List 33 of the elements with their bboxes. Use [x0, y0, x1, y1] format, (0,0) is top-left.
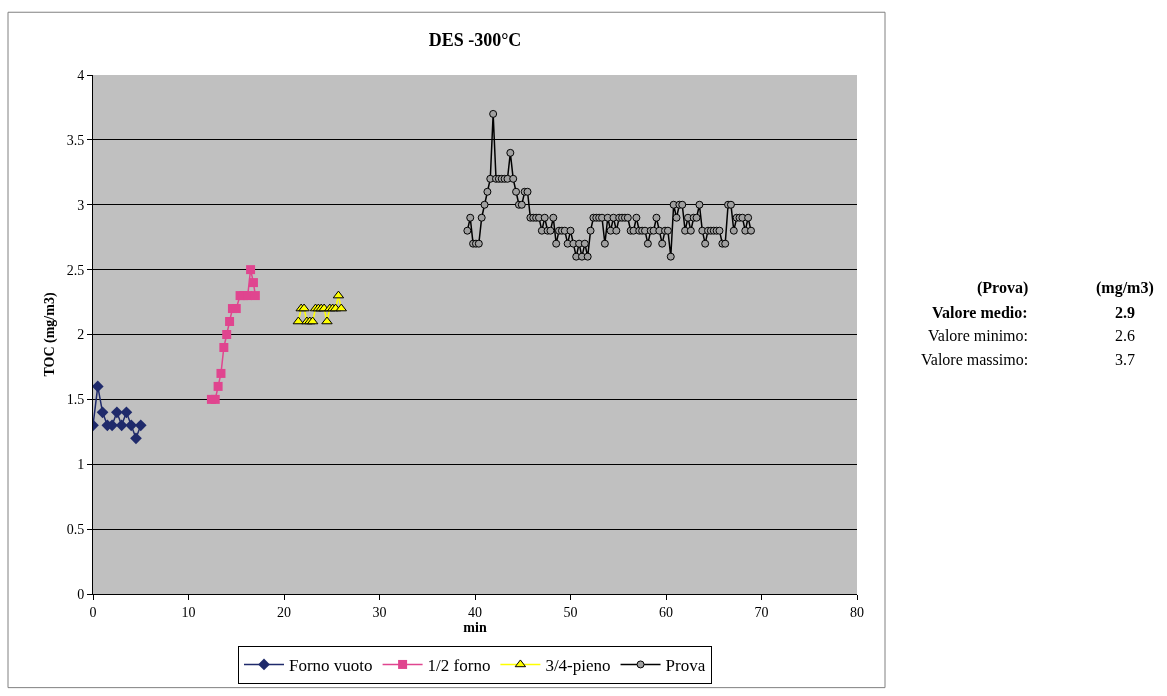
x-axis-title: min	[463, 619, 487, 635]
y-tick-label: 4	[77, 67, 85, 83]
x-tick-label: 80	[850, 604, 864, 620]
text: 2.9	[1115, 304, 1135, 321]
y-tick-label: 1.5	[66, 392, 85, 408]
text: Valore minimo:	[928, 327, 1028, 344]
y-tick-label: 3.5	[66, 132, 85, 148]
x-tick-label: 0	[89, 604, 97, 620]
legend-label: 3/4-pieno	[545, 656, 611, 676]
x-tick-label: 60	[659, 604, 673, 620]
y-tick-label: 2.5	[66, 262, 85, 278]
x-tick-label: 50	[563, 604, 578, 620]
chart-title: DES -300°C	[428, 30, 522, 51]
x-tick-label: 30	[372, 604, 387, 620]
text: 2.6	[1115, 327, 1135, 344]
legend-label: Forno vuoto	[289, 656, 373, 676]
x-tick-label: 10	[181, 604, 196, 620]
y-tick-label: 0	[77, 586, 85, 602]
x-tick-label: 70	[754, 604, 769, 620]
text: Valore medio:	[932, 304, 1028, 321]
y-tick-label: 3	[77, 197, 85, 213]
x-tick-label: 20	[277, 604, 291, 620]
y-axis-title: TOC (mg/m3)	[42, 292, 59, 377]
text: Valore massimo:	[921, 351, 1029, 368]
text: 3.7	[1115, 351, 1135, 368]
x-tick-label: 40	[468, 604, 482, 620]
y-tick-label: 1	[77, 457, 85, 473]
legend-label: Prova	[665, 656, 706, 676]
legend-label: 1/2 forno	[427, 656, 491, 676]
text: (mg/m3)	[1096, 279, 1154, 297]
text: (Prova)	[977, 279, 1029, 297]
y-tick-label: 2	[77, 327, 85, 343]
y-tick-label: 0.5	[66, 522, 85, 538]
